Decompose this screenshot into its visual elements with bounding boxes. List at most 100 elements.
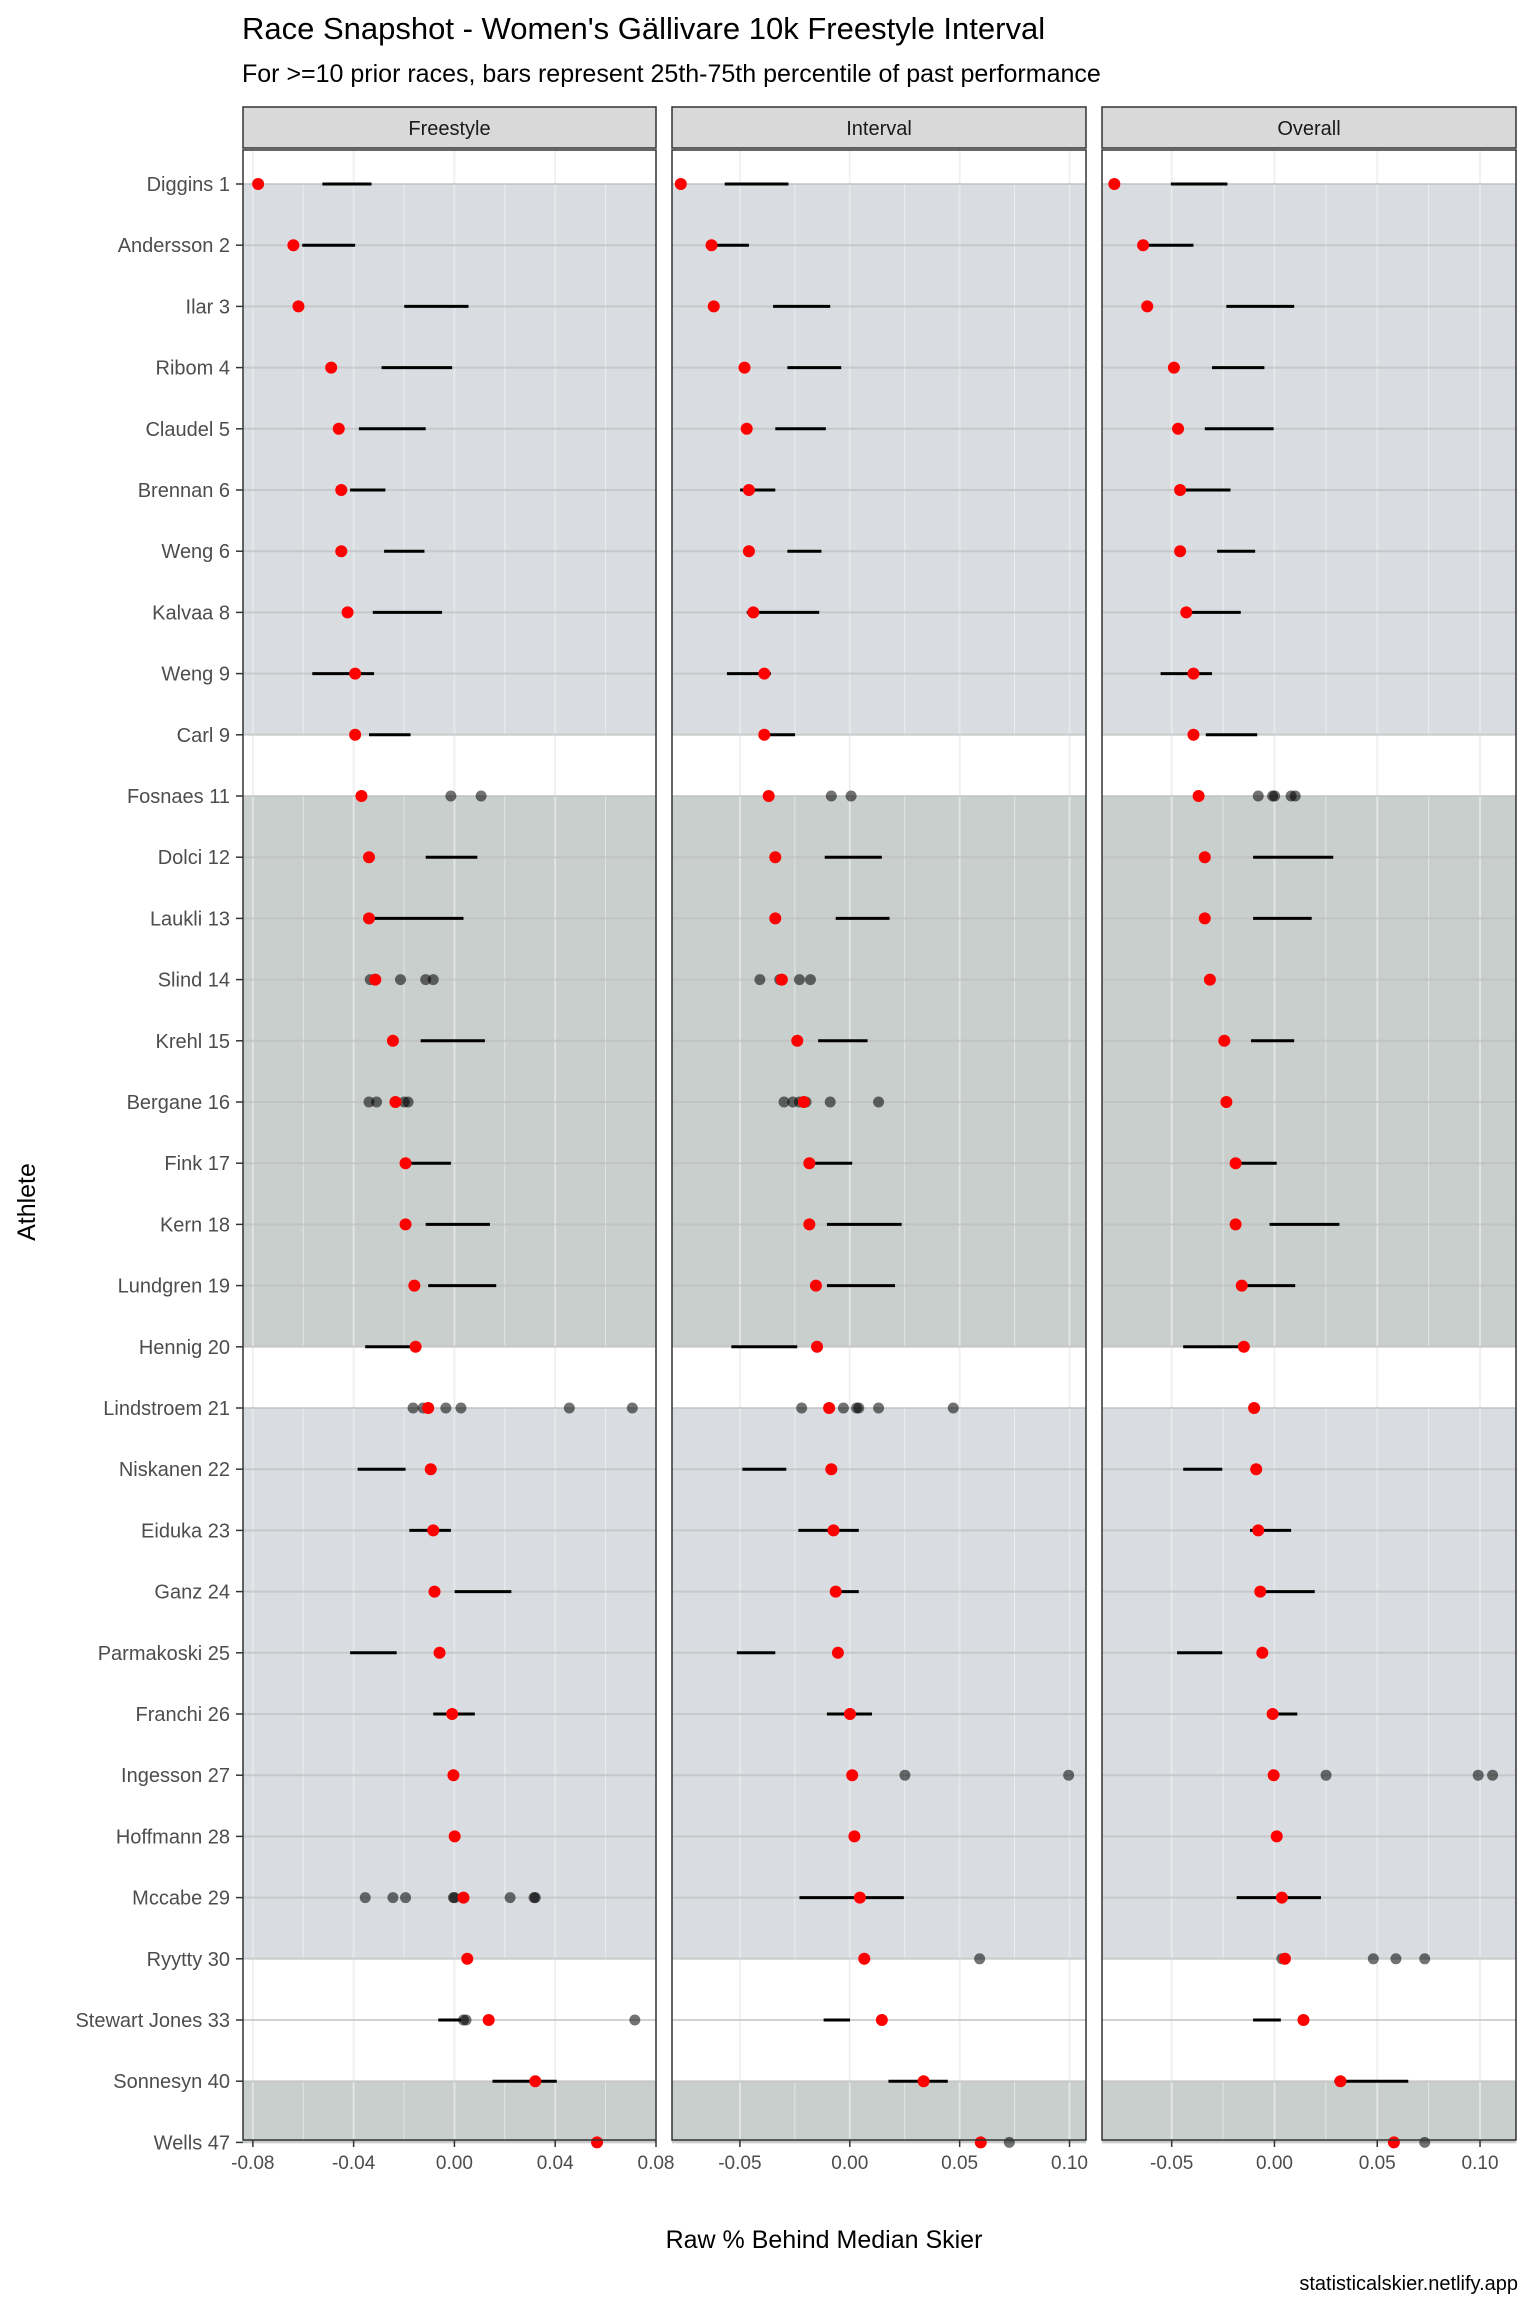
past-race-point xyxy=(475,790,487,802)
past-race-point xyxy=(1367,1953,1379,1965)
current-race-point xyxy=(1297,2014,1310,2026)
current-race-point xyxy=(705,239,718,252)
current-race-point xyxy=(831,1646,844,1659)
group-band xyxy=(1102,184,1516,735)
athlete-label: Weng 6 xyxy=(161,541,230,563)
x-tick-label: 0.05 xyxy=(1359,2153,1396,2174)
current-race-point xyxy=(797,1096,810,1108)
current-race-point xyxy=(827,1524,840,1537)
current-race-point xyxy=(422,1402,435,1414)
current-race-point xyxy=(349,728,362,741)
current-race-point xyxy=(674,178,687,190)
caption: statisticalskier.netlify.app xyxy=(1299,2273,1518,2295)
current-race-point xyxy=(448,1830,461,1843)
athlete-label: Fink 17 xyxy=(164,1153,230,1175)
current-race-point xyxy=(369,973,382,986)
x-tick-label: 0.10 xyxy=(1462,2153,1499,2174)
current-race-point xyxy=(1198,912,1211,925)
current-race-point xyxy=(846,1769,859,1782)
athlete-label: Lundgren 19 xyxy=(118,1276,230,1298)
current-race-point xyxy=(1248,1402,1261,1414)
past-race-point xyxy=(460,2014,472,2026)
current-race-point xyxy=(853,1891,866,1904)
current-race-point xyxy=(742,545,755,558)
group-band xyxy=(1102,1408,1516,1959)
current-race-point xyxy=(738,361,751,374)
current-race-point xyxy=(1237,1340,1250,1353)
past-race-point xyxy=(754,974,766,986)
group-band xyxy=(243,796,656,1347)
athlete-label: Krehl 15 xyxy=(156,1031,231,1053)
group-band xyxy=(672,184,1086,735)
current-race-point xyxy=(1172,422,1185,435)
group-band xyxy=(243,2081,656,2143)
current-race-point xyxy=(707,300,720,313)
athlete-label: Slind 14 xyxy=(158,970,230,992)
current-race-point xyxy=(758,667,771,680)
past-race-point xyxy=(824,1096,836,1108)
current-race-point xyxy=(408,1279,421,1292)
current-race-point xyxy=(829,1585,842,1598)
past-race-point xyxy=(387,1892,399,1904)
current-race-point xyxy=(1278,1952,1291,1965)
past-race-point xyxy=(455,1402,467,1414)
past-race-point xyxy=(1419,1953,1431,1965)
athlete-label: Stewart Jones 33 xyxy=(75,2010,230,2032)
current-race-point xyxy=(858,1952,871,1965)
athlete-label: Ilar 3 xyxy=(186,296,230,318)
current-race-point xyxy=(1229,1157,1242,1170)
current-race-point xyxy=(811,1340,824,1353)
current-race-point xyxy=(1203,973,1216,986)
current-race-point xyxy=(758,728,771,741)
past-race-point xyxy=(1472,1769,1484,1781)
past-race-point xyxy=(825,790,837,802)
current-race-point xyxy=(447,1769,460,1782)
athlete-label: Dolci 12 xyxy=(158,847,230,869)
x-tick-label: -0.05 xyxy=(1150,2153,1193,2174)
current-race-point xyxy=(848,1830,861,1843)
current-race-point xyxy=(335,484,348,496)
panel-border xyxy=(1101,149,1517,2141)
past-race-point xyxy=(440,1402,452,1414)
athlete-label: Weng 9 xyxy=(161,664,230,686)
athlete-label: Carl 9 xyxy=(177,725,230,747)
past-race-point xyxy=(974,1953,986,1965)
current-race-point xyxy=(1235,1279,1248,1292)
current-race-point xyxy=(287,239,300,252)
current-race-point xyxy=(461,1952,474,1965)
past-race-point xyxy=(853,1402,865,1414)
current-race-point xyxy=(875,2014,888,2026)
past-race-point xyxy=(529,1892,541,1904)
x-tick-label: 0.00 xyxy=(436,2153,473,2174)
athlete-label: Bergane 16 xyxy=(127,1092,230,1114)
past-race-point xyxy=(778,1096,790,1108)
athlete-label: Eiduka 23 xyxy=(141,1520,230,1542)
chart-title: Race Snapshot - Women's Gällivare 10k Fr… xyxy=(242,11,1045,46)
past-race-point xyxy=(796,1402,808,1414)
current-race-point xyxy=(769,912,782,925)
past-race-point xyxy=(1269,790,1281,802)
past-race-point xyxy=(804,974,816,986)
athlete-label: Franchi 26 xyxy=(136,1704,231,1726)
panel-freestyle: Freestyle -0.08 -0.04 0.00 0.04 0.08 xyxy=(231,106,674,2174)
athlete-label: Sonnesyn 40 xyxy=(113,2071,230,2093)
panel-overall: Overall -0.05 0.00 0.05 0.10 xyxy=(1101,106,1517,2174)
group-band xyxy=(1102,2081,1516,2143)
past-race-point xyxy=(371,1096,383,1108)
current-race-point xyxy=(1256,1646,1269,1659)
facet-strip xyxy=(1101,106,1517,149)
group-band xyxy=(672,796,1086,1347)
current-race-point xyxy=(1334,2075,1347,2088)
athlete-labels: Diggins 1 Andersson 2 Ilar 3 Ribom 4 Claudel… xyxy=(75,174,243,2154)
group-band xyxy=(672,2081,1086,2143)
current-race-point xyxy=(335,545,348,558)
panel-interval: Interval -0.05 0.00 0.05 0.10 xyxy=(671,106,1088,2174)
past-race-point xyxy=(793,974,805,986)
chart-subtitle: For >=10 prior races, bars represent 25t… xyxy=(242,60,1101,88)
past-race-point xyxy=(1003,2136,1015,2148)
current-race-point xyxy=(1187,667,1200,680)
current-race-point xyxy=(742,484,755,496)
past-race-point xyxy=(947,1402,959,1414)
current-race-point xyxy=(1174,545,1187,558)
past-race-point xyxy=(563,1402,575,1414)
